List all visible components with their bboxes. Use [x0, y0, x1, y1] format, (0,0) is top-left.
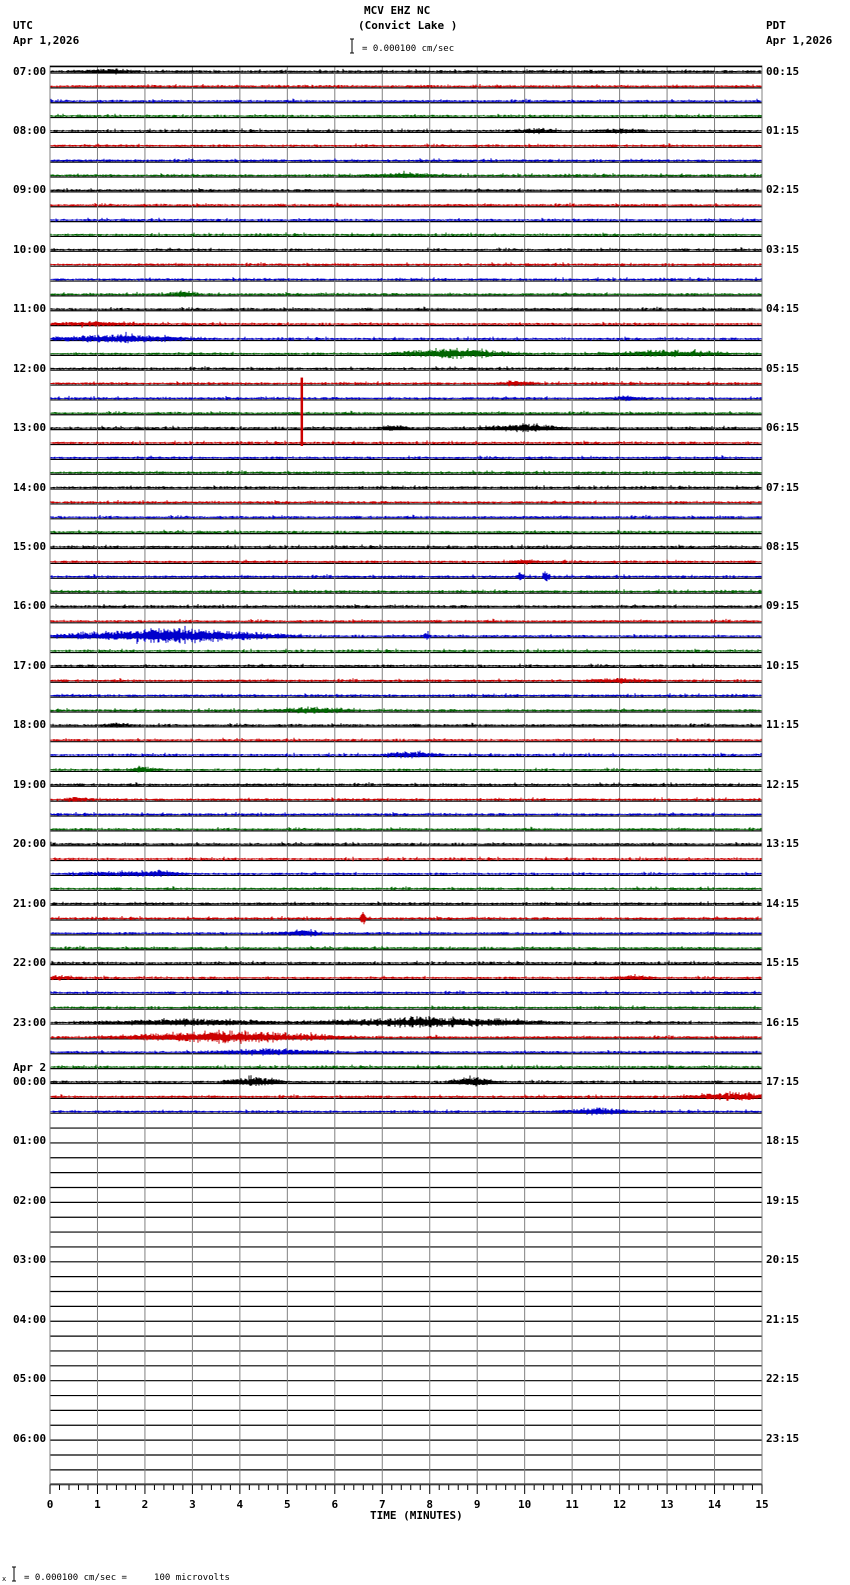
- pdt-hour-label: 00:15: [766, 64, 800, 78]
- left-date: Apr 1,2026: [13, 34, 80, 47]
- row-baselines: [50, 72, 762, 1486]
- pdt-hour-label: 01:15: [766, 123, 800, 137]
- utc-hour-label: 01:00: [13, 1134, 47, 1148]
- x-tick-label: 9: [473, 1498, 481, 1511]
- utc-hour-label: 02:00: [13, 1193, 47, 1207]
- seismic-traces: [49, 68, 763, 1116]
- pdt-hour-label: 10:15: [766, 658, 800, 672]
- utc-hour-label: 21:00: [13, 896, 47, 910]
- utc-hour-label: 20:00: [13, 837, 47, 851]
- utc-hour-label: 23:00: [13, 1015, 47, 1029]
- utc-hour-label: 08:00: [13, 123, 47, 137]
- x-tick-label: 12: [612, 1498, 627, 1511]
- utc-hour-label: 15:00: [13, 540, 47, 554]
- pdt-hour-label: 20:15: [766, 1253, 800, 1267]
- x-tick-label: 0: [46, 1498, 54, 1511]
- pdt-hour-label: 17:15: [766, 1074, 800, 1088]
- pdt-hour-label: 23:15: [766, 1431, 800, 1445]
- pdt-hour-label: 04:15: [766, 302, 800, 316]
- pdt-hour-label: 03:15: [766, 242, 800, 256]
- pdt-hour-label: 14:15: [766, 896, 800, 910]
- utc-hour-label: 19:00: [13, 777, 47, 791]
- pdt-hour-label: 06:15: [766, 421, 800, 435]
- x-tick-label: 3: [189, 1498, 196, 1511]
- utc-hour-label: 04:00: [13, 1312, 47, 1326]
- pdt-hour-label: 07:15: [766, 480, 800, 494]
- pdt-hour-label: 22:15: [766, 1372, 800, 1386]
- right-date: Apr 1,2026: [766, 34, 833, 47]
- x-tick-label: 10: [518, 1498, 532, 1511]
- utc-hour-label: 11:00: [13, 302, 47, 316]
- x-tick-label: 11: [565, 1498, 579, 1511]
- x-tick-label: 6: [331, 1498, 339, 1511]
- utc-hour-label: 10:00: [13, 242, 47, 256]
- utc-hour-label: 12:00: [13, 361, 47, 375]
- pdt-hour-label: 13:15: [766, 837, 800, 851]
- pdt-hour-label: 12:15: [766, 777, 800, 791]
- pdt-hour-label: 08:15: [766, 540, 800, 554]
- footer-scale-note: = 0.000100 cm/sec = 100 microvolts: [24, 1573, 230, 1583]
- utc-hour-label: 16:00: [13, 599, 47, 613]
- utc-hour-label: 13:00: [13, 421, 47, 435]
- pdt-hour-label: 11:15: [766, 718, 800, 732]
- x-tick-label: 4: [236, 1498, 244, 1511]
- right-timezone: PDT: [766, 19, 786, 32]
- utc-hour-label: 06:00: [13, 1431, 47, 1445]
- utc-hour-label: 03:00: [13, 1253, 47, 1267]
- station-location: (Convict Lake ): [358, 19, 458, 32]
- pdt-hour-label: 15:15: [766, 956, 800, 970]
- utc-hour-label: 07:00: [13, 64, 47, 78]
- utc-hour-label: 22:00: [13, 956, 47, 970]
- left-timezone: UTC: [13, 19, 33, 32]
- utc-hour-label: 05:00: [13, 1372, 47, 1386]
- x-tick-label: 7: [378, 1498, 386, 1511]
- pdt-hour-label: 21:15: [766, 1312, 800, 1326]
- utc-hour-label: 18:00: [13, 718, 47, 732]
- x-tick-label: 8: [426, 1498, 434, 1511]
- utc-hour-label: 09:00: [13, 183, 47, 197]
- footer-scale-prefix: x: [2, 1575, 7, 1583]
- pdt-hour-label: 16:15: [766, 1015, 800, 1029]
- x-tick-label: 1: [94, 1498, 101, 1511]
- x-tick-label: 14: [707, 1498, 722, 1511]
- utc-hour-label: 17:00: [13, 658, 47, 672]
- utc-hour-label: 14:00: [13, 480, 47, 494]
- x-tick-label: 15: [755, 1498, 769, 1511]
- station-title: MCV EHZ NC: [364, 4, 431, 17]
- x-tick-label: 2: [141, 1498, 149, 1511]
- date-change-label: Apr 2: [13, 1061, 47, 1074]
- scale-label: = 0.000100 cm/sec: [362, 44, 455, 54]
- pdt-hour-label: 19:15: [766, 1193, 800, 1207]
- time-axis: [49, 1483, 763, 1494]
- x-axis-label: TIME (MINUTES): [370, 1509, 463, 1522]
- x-tick-label: 5: [284, 1498, 291, 1511]
- pdt-hour-label: 02:15: [766, 183, 800, 197]
- pdt-hour-label: 18:15: [766, 1134, 800, 1148]
- pdt-hour-label: 09:15: [766, 599, 800, 613]
- x-tick-label: 13: [660, 1498, 674, 1511]
- utc-hour-label: 00:00: [13, 1074, 47, 1088]
- pdt-hour-label: 05:15: [766, 361, 800, 375]
